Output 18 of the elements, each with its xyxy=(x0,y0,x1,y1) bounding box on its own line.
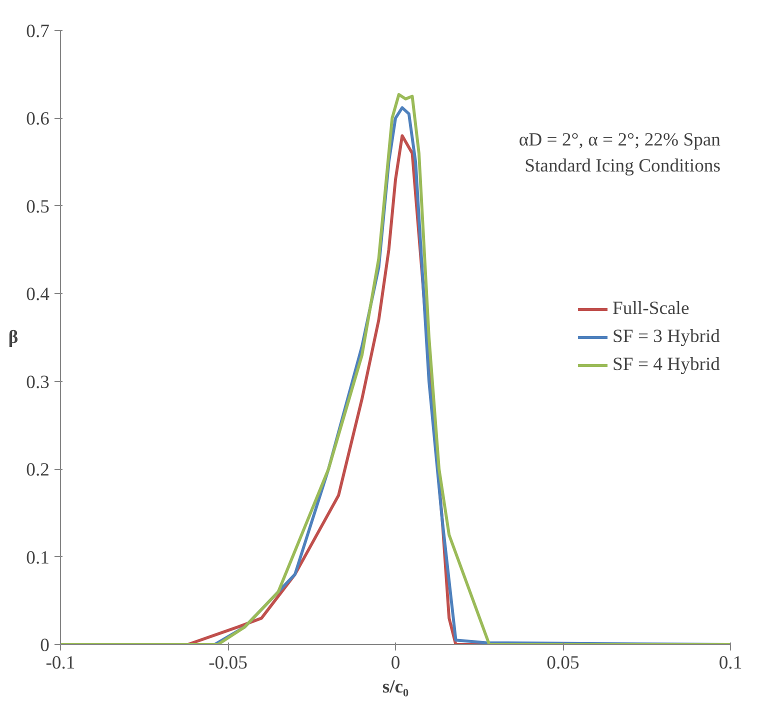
y-tick-label: 0.7 xyxy=(26,21,50,42)
x-tick-label: 0.1 xyxy=(718,652,742,674)
annotation: Standard Icing Conditions xyxy=(524,156,721,176)
y-tick-label: 0.5 xyxy=(26,196,50,218)
annotation: αD = 2°, α = 2°; 22% Span xyxy=(518,130,722,150)
x-axis-title: s/c₀ xyxy=(382,676,410,698)
y-tick-label: 0.6 xyxy=(26,108,50,130)
x-tick-label: -0.05 xyxy=(208,652,248,674)
x-tick-label: 0 xyxy=(390,652,400,674)
y-axis-title: β xyxy=(8,327,18,348)
y-tick-label: 0.1 xyxy=(26,547,50,568)
x-tick-label: 0.05 xyxy=(546,652,580,674)
legend-label: Full-Scale xyxy=(612,298,690,320)
y-tick-label: 0.4 xyxy=(26,284,50,306)
legend-label: SF = 3 Hybrid xyxy=(612,326,720,348)
y-tick-label: 0.3 xyxy=(26,372,50,393)
y-tick-label: 0.2 xyxy=(26,460,50,481)
legend-label: SF = 4 Hybrid xyxy=(612,354,720,376)
